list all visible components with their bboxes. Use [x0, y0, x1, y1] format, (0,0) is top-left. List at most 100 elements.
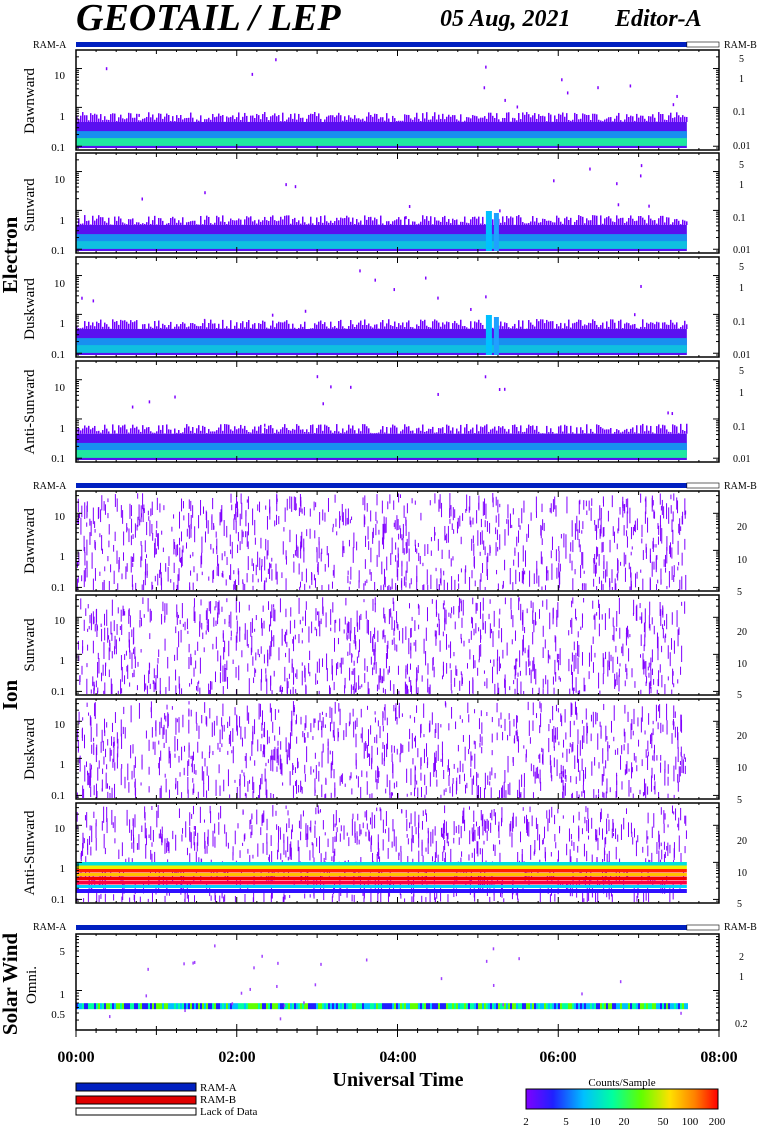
ion-count-3	[647, 845, 649, 857]
ion-count-1	[570, 619, 572, 628]
ion-count-0	[298, 563, 300, 575]
electron-spike-2	[274, 327, 276, 329]
ion-count-3	[484, 819, 486, 832]
ion-count-2	[565, 775, 567, 782]
electron-spike-1	[218, 217, 220, 225]
electron-spike-0	[156, 117, 158, 122]
ion-count-2	[655, 704, 657, 722]
ion-count-1	[263, 620, 265, 629]
ion-count-1	[281, 689, 283, 694]
ion-count-1	[598, 599, 600, 609]
electron-spike-0	[266, 117, 268, 122]
ion-count-1	[484, 681, 486, 687]
electron-spike-2	[252, 324, 254, 329]
ion-count-2	[577, 759, 579, 773]
electron-spike-1	[226, 224, 228, 225]
ion-count-0	[375, 511, 377, 521]
panel-label-ion-duskward: Duskward	[22, 718, 38, 780]
electron-spike-2	[260, 323, 262, 329]
ion-count-2	[509, 720, 511, 737]
ion-count-0	[585, 500, 587, 507]
electron-spike-0	[570, 120, 572, 122]
ion-count-3	[277, 842, 279, 853]
ion-count-0	[593, 578, 595, 587]
electron-spike-1	[100, 217, 102, 225]
ion-count-1	[113, 620, 115, 632]
electron-spike-0	[654, 117, 656, 122]
ion-count-1	[445, 609, 447, 625]
ion-count-2	[278, 709, 280, 713]
ion-count-0	[631, 546, 633, 550]
panel-label-ion-sunward: Sunward	[22, 618, 38, 672]
ion-count-1	[677, 679, 679, 684]
ion-count-2	[360, 733, 362, 739]
electron-spike-0	[124, 119, 126, 122]
ion-count-1	[199, 614, 201, 628]
ion-count-2	[616, 780, 618, 798]
ion-count-1	[95, 609, 97, 625]
ion-count-1	[117, 690, 119, 694]
ion-count-2	[647, 740, 649, 751]
ion-count-2	[239, 779, 241, 787]
ion-count-0	[381, 561, 383, 575]
ion-count-0	[579, 499, 581, 505]
electron-spike-0	[214, 117, 216, 122]
electron-spike-1	[102, 217, 104, 225]
electron-spike-2	[464, 325, 466, 329]
ion-count-1	[532, 687, 534, 694]
electron-spike-1	[96, 218, 98, 225]
ion-count-2	[673, 794, 675, 798]
ion-count-2	[402, 744, 404, 753]
ion-count-1	[672, 668, 674, 685]
ion-count-2	[90, 771, 92, 786]
electron-spike-2	[208, 323, 210, 329]
electron-spike-2	[584, 324, 586, 329]
ion-count-0	[406, 503, 408, 514]
ion-count-0	[530, 512, 532, 521]
ion-count-2	[94, 703, 96, 717]
ion-count-2	[89, 775, 91, 788]
electron-spike-0	[630, 115, 632, 122]
ion-count-1	[571, 617, 573, 634]
ion-count-1	[227, 676, 229, 689]
ion-count-1	[101, 628, 103, 642]
ion-count-0	[482, 501, 484, 516]
electron-spike-3	[340, 432, 342, 434]
ion-count-0	[430, 550, 432, 556]
ion-count-2	[677, 781, 679, 792]
ion-count-1	[397, 665, 399, 675]
electron-spike-1	[306, 224, 308, 225]
ion-count-2	[113, 741, 115, 746]
ion-count-0	[223, 520, 225, 536]
ion-count-0	[540, 524, 542, 536]
ion-count-2	[578, 794, 580, 798]
ion-count-1	[608, 651, 610, 667]
ion-count-1	[522, 639, 524, 656]
ion-count-1	[294, 634, 296, 640]
ion-count-1	[92, 611, 94, 625]
ion-count-0	[497, 499, 499, 513]
electron-spike-0	[172, 116, 174, 122]
ion-count-0	[229, 534, 231, 547]
electron-spike-2	[406, 322, 408, 329]
electron-spike-3	[536, 425, 538, 434]
ion-count-2	[587, 726, 589, 734]
ion-count-2	[420, 757, 422, 766]
ion-count-0	[318, 541, 320, 559]
electron-spike-2	[302, 326, 304, 329]
ion-count-2	[553, 738, 555, 748]
ion-count-0	[673, 565, 675, 577]
ion-count-2	[643, 778, 645, 796]
ion-count-1	[640, 634, 642, 646]
ion-count-0	[630, 566, 632, 578]
ion-count-1	[263, 654, 265, 664]
electron-spike-3	[480, 426, 482, 434]
panel-label-electron-anti-sunward: Anti-Sunward	[22, 369, 38, 454]
ion-count-2	[675, 756, 677, 770]
ion-count-0	[679, 518, 681, 535]
electron-spike-2	[540, 319, 542, 329]
ion-count-0	[636, 571, 638, 579]
ion-count-1	[206, 608, 208, 624]
electron-spike-3	[494, 426, 496, 434]
ion-count-2	[603, 703, 605, 711]
